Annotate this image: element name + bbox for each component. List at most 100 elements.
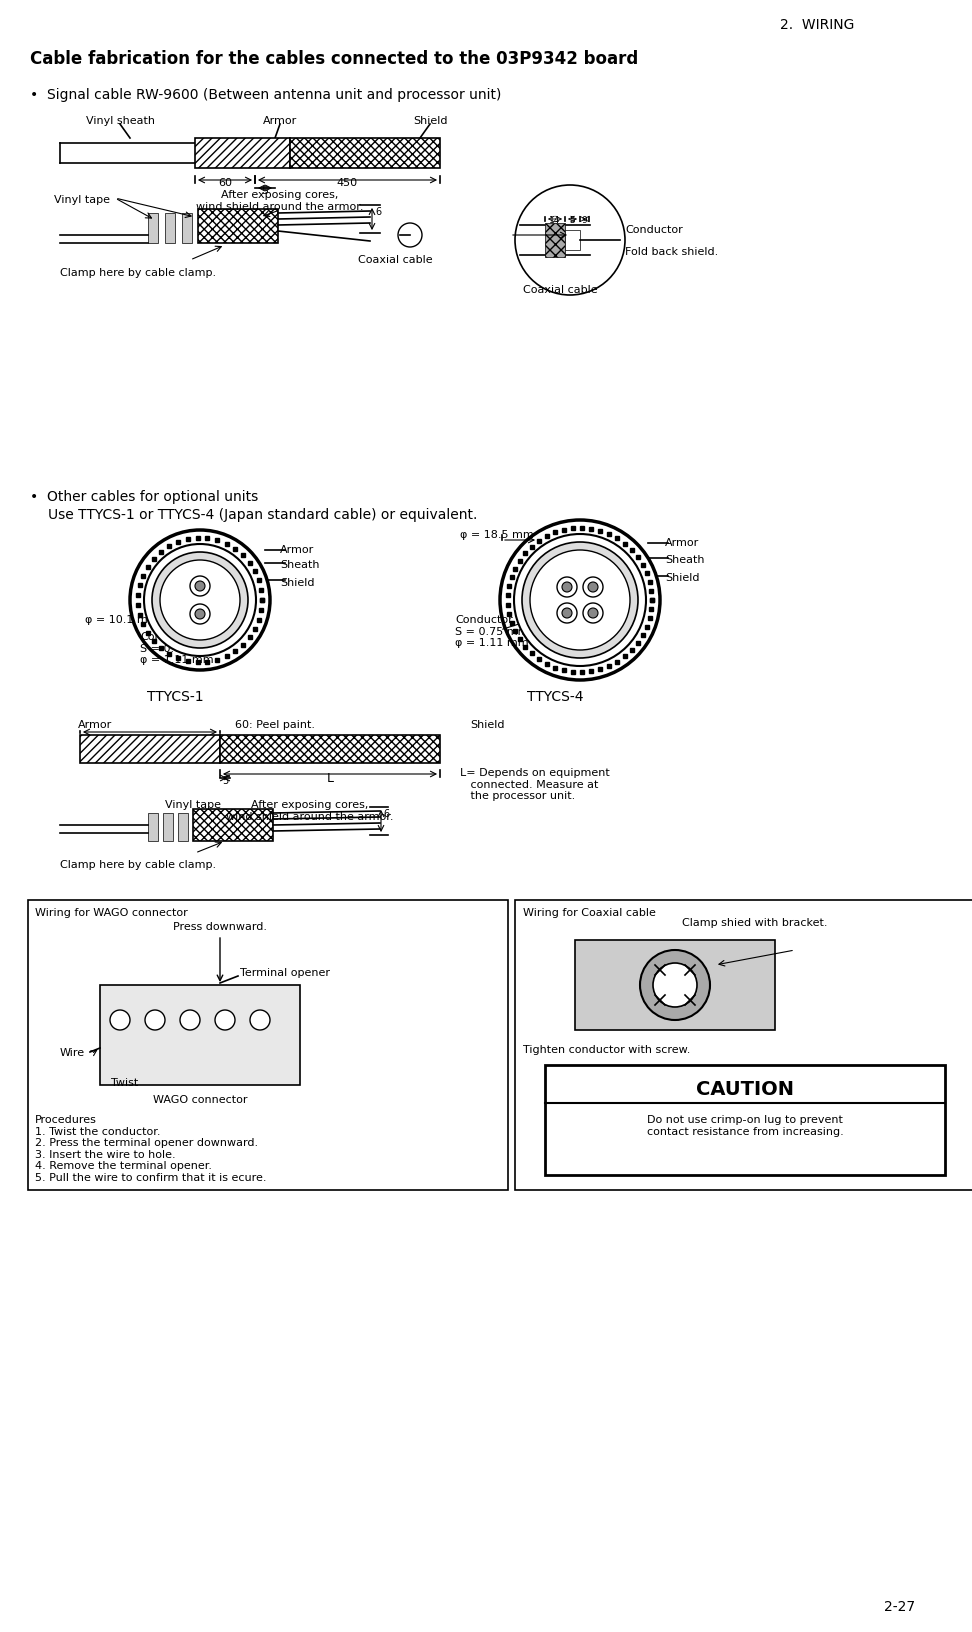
Text: Clamp here by cable clamp.: Clamp here by cable clamp. (60, 860, 216, 870)
Bar (193, 809, 273, 840)
Bar (28, 899, 508, 1190)
Bar (545, 224, 565, 256)
Text: Vinyl tape: Vinyl tape (54, 194, 110, 206)
Bar (80, 734, 220, 764)
Text: Armor: Armor (78, 720, 112, 730)
Circle shape (195, 609, 205, 619)
Circle shape (514, 534, 646, 666)
Text: Sheath: Sheath (665, 555, 705, 565)
Text: Do not use crimp-on lug to prevent
contact resistance from increasing.: Do not use crimp-on lug to prevent conta… (646, 1115, 844, 1136)
Bar (198, 209, 278, 243)
Text: Wiring for WAGO connector: Wiring for WAGO connector (35, 907, 188, 917)
Text: Conductor: Conductor (625, 225, 682, 235)
Text: Armor: Armor (262, 116, 297, 126)
Circle shape (190, 604, 210, 623)
Text: φ = 10.1 mm: φ = 10.1 mm (85, 615, 158, 625)
Circle shape (562, 609, 572, 619)
Text: 6: 6 (375, 207, 381, 217)
Bar (195, 139, 290, 168)
Bar (163, 813, 173, 840)
Text: 450: 450 (336, 178, 358, 188)
Circle shape (557, 578, 577, 597)
Text: Shield: Shield (470, 720, 504, 730)
Text: 14: 14 (549, 215, 561, 225)
Text: Clamp shied with bracket.: Clamp shied with bracket. (682, 917, 828, 929)
Text: 2.  WIRING: 2. WIRING (780, 18, 854, 33)
Bar (100, 986, 300, 1085)
Circle shape (144, 543, 256, 656)
Bar (565, 230, 580, 250)
Text: TTYCS-4: TTYCS-4 (527, 690, 583, 703)
Text: Twist: Twist (112, 1079, 139, 1089)
Text: Shield: Shield (280, 578, 315, 588)
Text: After exposing cores,
wind shield around the armor.: After exposing cores, wind shield around… (196, 189, 364, 212)
Text: Fold back shield.: Fold back shield. (625, 246, 718, 256)
Circle shape (583, 602, 603, 623)
Text: 60: 60 (218, 178, 232, 188)
Text: Coaxial cable: Coaxial cable (358, 255, 433, 264)
Circle shape (530, 550, 630, 650)
Circle shape (557, 602, 577, 623)
Text: 9: 9 (581, 215, 587, 225)
Text: Cable fabrication for the cables connected to the 03P9342 board: Cable fabrication for the cables connect… (30, 51, 639, 69)
Circle shape (110, 1010, 130, 1030)
Bar (182, 214, 192, 243)
Text: φ = 18.5 mm: φ = 18.5 mm (460, 530, 534, 540)
Circle shape (215, 1010, 235, 1030)
Text: Wiring for Coaxial cable: Wiring for Coaxial cable (523, 907, 656, 917)
Text: 5: 5 (261, 186, 268, 196)
Text: 60: Peel paint.: 60: Peel paint. (235, 720, 315, 730)
Bar (220, 734, 440, 764)
Text: Sheath: Sheath (280, 560, 320, 570)
Text: Tighten conductor with screw.: Tighten conductor with screw. (523, 1044, 690, 1054)
Text: Vinyl tape: Vinyl tape (165, 800, 221, 809)
Circle shape (160, 560, 240, 640)
Text: Armor: Armor (280, 545, 314, 555)
Text: After exposing cores,
wind shield around the armor.: After exposing cores, wind shield around… (226, 800, 394, 821)
Circle shape (398, 224, 422, 246)
Circle shape (500, 521, 660, 681)
Text: Armor: Armor (665, 539, 699, 548)
Text: CAUTION: CAUTION (696, 1080, 794, 1098)
Text: Shield: Shield (413, 116, 447, 126)
Bar (290, 139, 440, 168)
Text: L: L (327, 772, 333, 785)
Text: 2-27: 2-27 (885, 1599, 916, 1614)
Text: Terminal opener: Terminal opener (240, 968, 330, 978)
Circle shape (515, 184, 625, 295)
Text: Use TTYCS-1 or TTYCS-4 (Japan standard cable) or equivalent.: Use TTYCS-1 or TTYCS-4 (Japan standard c… (48, 508, 477, 522)
Circle shape (588, 583, 598, 592)
Circle shape (522, 542, 638, 658)
Circle shape (653, 963, 697, 1007)
Text: 6: 6 (383, 809, 389, 819)
Text: •  Signal cable RW-9600 (Between antenna unit and processor unit): • Signal cable RW-9600 (Between antenna … (30, 88, 502, 101)
Bar (178, 813, 188, 840)
Text: Press downward.: Press downward. (173, 922, 267, 932)
Bar (515, 899, 972, 1190)
Bar (545, 1066, 945, 1175)
Circle shape (562, 583, 572, 592)
Text: L= Depends on equipment
   connected. Measure at
   the processor unit.: L= Depends on equipment connected. Measu… (460, 769, 609, 801)
Text: 5: 5 (222, 775, 228, 787)
Bar (148, 214, 158, 243)
Text: Wire: Wire (60, 1048, 86, 1058)
Bar (575, 940, 775, 1030)
Circle shape (145, 1010, 165, 1030)
Circle shape (180, 1010, 200, 1030)
Circle shape (250, 1010, 270, 1030)
Bar (148, 813, 158, 840)
Text: Vinyl sheath: Vinyl sheath (86, 116, 155, 126)
Circle shape (190, 576, 210, 596)
Text: TTYCS-1: TTYCS-1 (147, 690, 203, 703)
Text: Coaxial cable: Coaxial cable (523, 286, 598, 295)
Circle shape (640, 950, 710, 1020)
Text: Conductor
S = 0.75 mm²
φ = 1.11 mm: Conductor S = 0.75 mm² φ = 1.11 mm (140, 632, 218, 666)
Text: Shield: Shield (665, 573, 700, 583)
Text: Procedures
1. Twist the conductor.
2. Press the terminal opener downward.
3. Ins: Procedures 1. Twist the conductor. 2. Pr… (35, 1115, 266, 1183)
Text: WAGO connector: WAGO connector (153, 1095, 247, 1105)
Text: Conductor
S = 0.75 mm²
φ = 1.11 mm: Conductor S = 0.75 mm² φ = 1.11 mm (455, 615, 533, 648)
Text: Clamp here by cable clamp.: Clamp here by cable clamp. (60, 268, 216, 277)
Circle shape (195, 581, 205, 591)
Circle shape (152, 552, 248, 648)
Circle shape (583, 578, 603, 597)
